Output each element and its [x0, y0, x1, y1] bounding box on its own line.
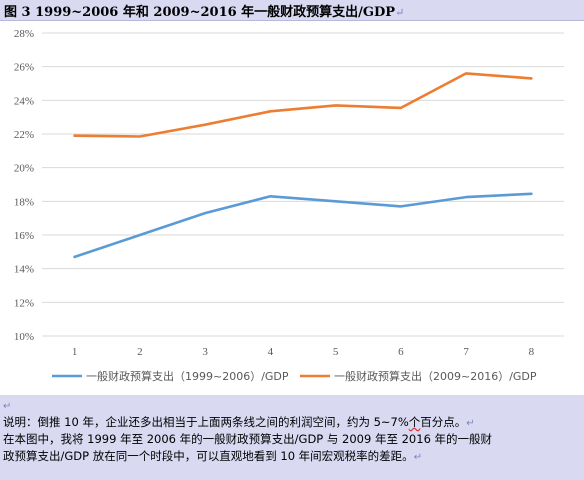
- caption-line-3: 政预算支出/GDP 放在同一个时段中，可以直观地看到 10 年间宏观税率的差距。…: [3, 448, 579, 465]
- y-tick-label: 16%: [14, 230, 34, 242]
- caption-line-3-text: 政预算支出/GDP 放在同一个时段中，可以直观地看到 10 年间宏观税率的差距。: [3, 449, 414, 463]
- y-tick-label: 14%: [14, 264, 34, 276]
- paragraph-mark: ↵: [395, 6, 405, 19]
- caption-line-1: 说明：倒推 10 年，企业还多出相当于上面两条线之间的利润空间，约为 5~7%个…: [3, 414, 579, 431]
- series-line-1: [73, 192, 533, 259]
- y-tick-label: 26%: [14, 62, 34, 74]
- x-tick-label: 4: [268, 346, 274, 358]
- figure-title-bar: 图 3 1999~2006 年和 2009~2016 年一般财政预算支出/GDP…: [0, 0, 584, 21]
- x-tick-label: 1: [72, 346, 78, 358]
- caption-area: ↵ 说明：倒推 10 年，企业还多出相当于上面两条线之间的利润空间，约为 5~7…: [0, 395, 584, 480]
- caption-top-mark-line: ↵: [3, 397, 579, 414]
- legend-label-1: 一般财政预算支出（1999~2006）/GDP: [86, 369, 289, 383]
- caption-line-1-flagged: 个: [408, 415, 421, 429]
- caption-end-mark: ↵: [413, 452, 423, 463]
- y-tick-label: 10%: [14, 331, 34, 343]
- y-tick-label: 22%: [14, 129, 34, 141]
- caption-line-2: 在本图中，我将 1999 年至 2006 年的一般财政预算支出/GDP 与 20…: [3, 432, 493, 446]
- x-tick-label: 6: [398, 346, 404, 358]
- x-tick-label: 3: [202, 346, 208, 358]
- y-tick-label: 12%: [14, 297, 34, 309]
- figure-title: 图 3 1999~2006 年和 2009~2016 年一般财政预算支出/GDP…: [4, 1, 404, 20]
- caption-text: ↵ 说明：倒推 10 年，企业还多出相当于上面两条线之间的利润空间，约为 5~7…: [3, 397, 579, 465]
- x-tick-label: 2: [137, 346, 143, 358]
- x-tick-label: 8: [529, 346, 535, 358]
- chart-area: 10% 12% 14% 16% 18% 20% 22% 24% 26% 28% 1 2 3 4 5 6 7 8 一般…: [0, 21, 584, 395]
- y-tick-label: 18%: [14, 196, 34, 208]
- caption-line-1-text: 说明：倒推 10 年，企业还多出相当于上面两条线之间的利润空间，约为 5~7%: [3, 415, 409, 429]
- y-tick-label: 28%: [14, 28, 34, 40]
- y-tick-label: 20%: [14, 163, 34, 175]
- line-chart: 10% 12% 14% 16% 18% 20% 22% 24% 26% 28% 1 2 3 4 5 6 7 8 一般…: [14, 28, 564, 383]
- series-line-2: [73, 72, 533, 138]
- caption-line-1-end: 百分点。: [420, 415, 467, 429]
- x-tick-label: 5: [333, 346, 339, 358]
- caption-line-mark: ↵: [466, 418, 475, 429]
- x-tick-label: 7: [463, 346, 469, 358]
- y-tick-label: 24%: [14, 95, 34, 107]
- legend-label-2: 一般财政预算支出（2009~2016）/GDP: [334, 369, 537, 383]
- caption-top-mark: ↵: [3, 401, 12, 412]
- figure-title-text: 图 3 1999~2006 年和 2009~2016 年一般财政预算支出/GDP: [4, 5, 396, 20]
